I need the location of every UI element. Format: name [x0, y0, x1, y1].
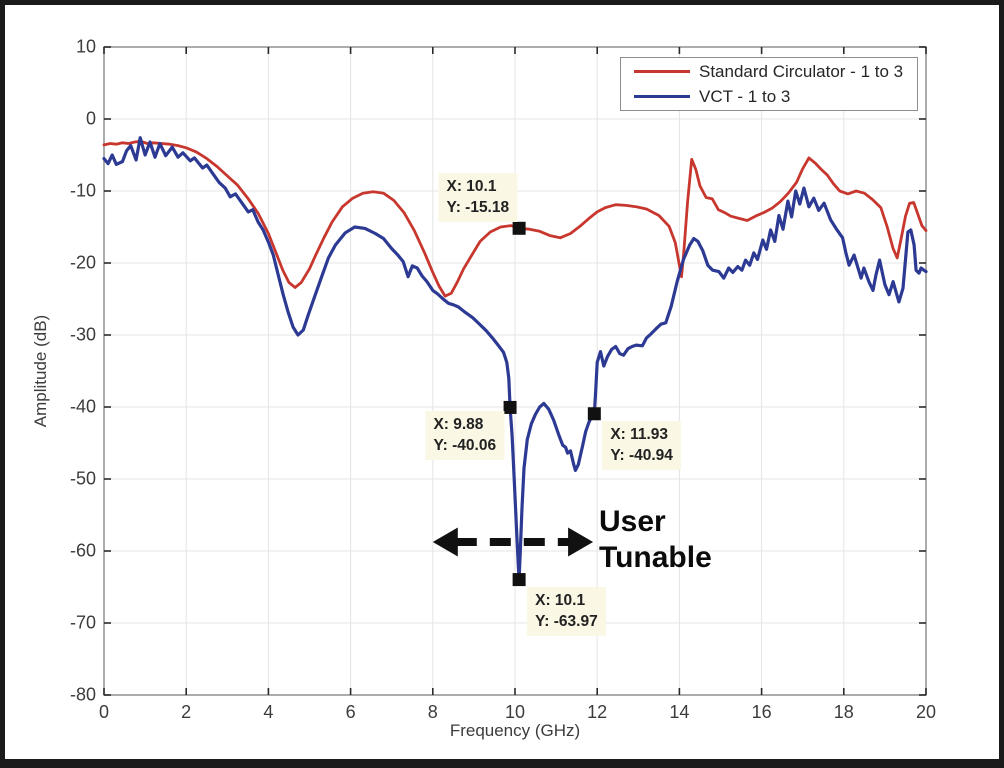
- x-tick-label: 4: [263, 702, 274, 722]
- legend: Standard Circulator - 1 to 3 VCT - 1 to 3: [620, 57, 918, 111]
- datatip-line: X: 11.93: [610, 425, 669, 443]
- tunable-arrow-head-left: [432, 527, 458, 557]
- series-curve: [102, 139, 928, 298]
- datatip-marker: [503, 400, 517, 414]
- datatip-line: Y: -63.97: [535, 612, 598, 630]
- y-axis-label: Amplitude (dB): [31, 314, 50, 428]
- x-tick-label: 18: [833, 702, 854, 722]
- datatip-marker: [512, 221, 526, 235]
- x-tick-label: 10: [504, 702, 526, 722]
- y-tick-label: 0: [85, 108, 96, 129]
- legend-line-swatch: [634, 94, 690, 99]
- y-tick-label: 10: [75, 36, 96, 57]
- y-tick-label: -30: [69, 324, 96, 345]
- y-tick-label: -80: [69, 684, 96, 705]
- datatip-line: Y: -40.94: [610, 446, 673, 464]
- y-tick-label: -70: [69, 612, 96, 633]
- datatip-label: X: 11.93 Y: -40.94: [602, 420, 681, 470]
- annotation-user-tunable: User Tunable: [599, 504, 712, 576]
- annotation-text-line: Tunable: [599, 541, 712, 574]
- datatip-marker: [512, 573, 526, 587]
- legend-label: Standard Circulator - 1 to 3: [699, 61, 904, 81]
- datatip-label: X: 10.1 Y: -15.18: [438, 173, 518, 223]
- legend-label: VCT - 1 to 3: [699, 86, 791, 106]
- tunable-arrow-head-right: [568, 527, 594, 557]
- datatip-line: X: 10.1: [535, 591, 586, 609]
- y-tick-label: -60: [69, 540, 96, 561]
- datatip-marker: [587, 407, 601, 421]
- x-tick-label: 12: [587, 702, 608, 722]
- legend-line-swatch: [634, 69, 690, 74]
- x-tick-label: 16: [751, 702, 772, 722]
- x-axis-label: Frequency (GHz): [449, 721, 581, 740]
- datatip-label: X: 10.1 Y: -63.97: [527, 586, 606, 636]
- x-tick-label: 14: [669, 702, 690, 722]
- y-tick-label: -20: [69, 252, 96, 273]
- annotation-text-line: User: [599, 505, 666, 538]
- legend-entry: Standard Circulator - 1 to 3: [634, 61, 917, 82]
- x-tick-label: 8: [427, 702, 438, 722]
- x-tick-label: 0: [98, 702, 110, 722]
- datatip-line: Y: -40.06: [433, 437, 497, 455]
- y-tick-label: -10: [69, 180, 96, 201]
- datatip-line: X: 10.1: [446, 178, 497, 196]
- datatip-line: Y: -15.18: [446, 199, 510, 217]
- y-tick-label: -40: [69, 396, 96, 417]
- series-curve: [102, 136, 928, 582]
- legend-entry: VCT - 1 to 3: [634, 86, 917, 107]
- datatip-line: X: 9.88: [433, 416, 484, 434]
- x-tick-label: 2: [181, 702, 192, 722]
- y-tick-label: -50: [69, 468, 96, 489]
- x-tick-label: 20: [915, 702, 937, 722]
- plot-overlay: Amplitude (dB) Frequency (GHz) Standard …: [5, 5, 999, 759]
- x-tick-label: 6: [345, 702, 356, 722]
- datatip-label: X: 9.88 Y: -40.06: [425, 411, 505, 461]
